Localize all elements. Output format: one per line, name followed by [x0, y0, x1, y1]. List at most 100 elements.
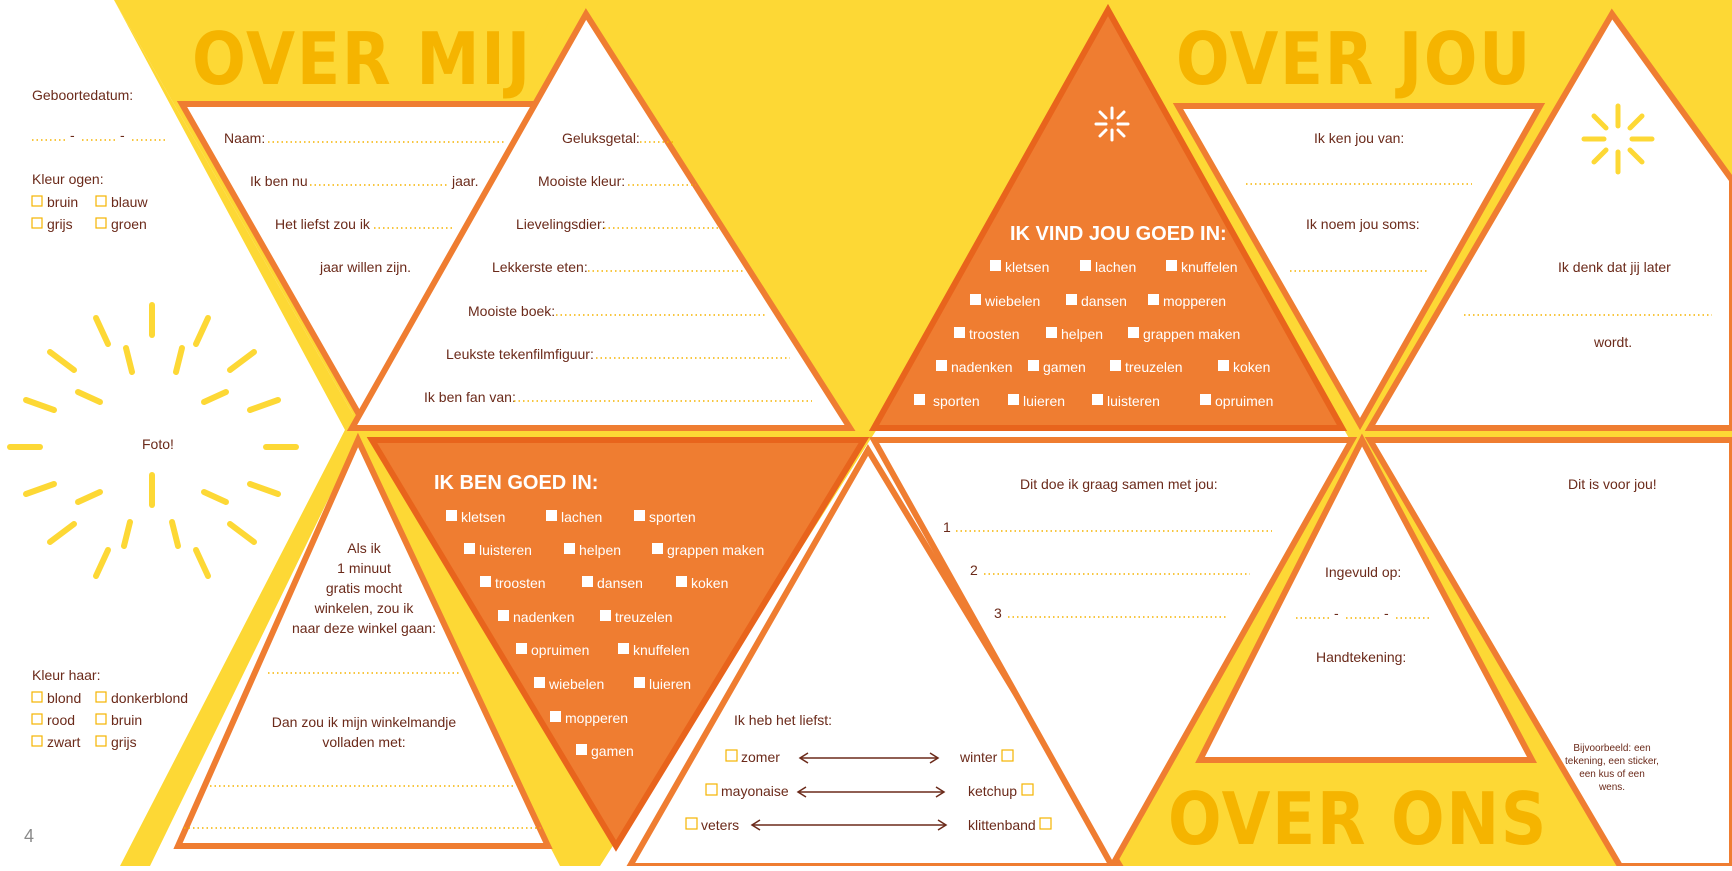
- you-good-at-checkbox[interactable]: [1128, 327, 1139, 338]
- eye-checkbox-groen[interactable]: [95, 217, 107, 229]
- good-at-checkbox[interactable]: [600, 610, 611, 621]
- good-at-checkbox[interactable]: [676, 576, 687, 587]
- good-at-checkbox[interactable]: [534, 677, 545, 688]
- you-good-at-checkbox[interactable]: [914, 394, 925, 405]
- good-at-checkbox[interactable]: [618, 643, 629, 654]
- you-good-at-checkbox[interactable]: [1028, 360, 1039, 371]
- good-at-item: luisteren: [479, 542, 532, 558]
- good-at-checkbox[interactable]: [480, 576, 491, 587]
- good-at-checkbox[interactable]: [498, 610, 509, 621]
- you-good-at-checkbox[interactable]: [1110, 360, 1121, 371]
- you-good-at-checkbox[interactable]: [936, 360, 947, 371]
- shopping-question: Als ik 1 minuut gratis mocht winkelen, z…: [272, 540, 457, 750]
- good-at-checkbox[interactable]: [546, 510, 557, 521]
- you-good-at-item: troosten: [969, 326, 1020, 342]
- you-good-at-item: luieren: [1023, 393, 1065, 409]
- you-good-at-item: kletsen: [1005, 259, 1049, 275]
- you-good-at-checkbox[interactable]: [1046, 327, 1057, 338]
- good-at-item: nadenken: [513, 609, 575, 625]
- favorite-color-label: Mooiste kleur:: [538, 173, 625, 189]
- you-good-at-item: mopperen: [1163, 293, 1226, 309]
- hair-checkbox-rood[interactable]: [31, 713, 43, 725]
- you-good-at-checkbox[interactable]: [1008, 394, 1019, 405]
- good-at-item: luieren: [649, 676, 691, 692]
- eye-option-blauw: blauw: [111, 194, 148, 210]
- you-good-at-checkbox[interactable]: [1200, 394, 1211, 405]
- hair-checkbox-blond[interactable]: [31, 691, 43, 703]
- pref-checkbox-left[interactable]: [725, 749, 738, 762]
- eye-checkbox-grijs[interactable]: [31, 217, 43, 229]
- hair-option-zwart: zwart: [47, 734, 81, 750]
- you-good-at-checkbox[interactable]: [1148, 294, 1159, 305]
- you-good-at-item: grappen maken: [1143, 326, 1240, 342]
- example-line: Bijvoorbeeld: een: [1573, 743, 1650, 754]
- good-at-checkbox[interactable]: [576, 744, 587, 755]
- you-good-at-item: sporten: [933, 393, 980, 409]
- good-at-item: opruimen: [531, 642, 589, 658]
- good-at-item: wiebelen: [548, 676, 604, 692]
- think-later-label: Ik denk dat jij later: [1558, 259, 1671, 275]
- birthdate-label: Geboortedatum:: [32, 87, 133, 103]
- you-good-at-checkbox[interactable]: [1080, 260, 1091, 271]
- pref-checkbox-left[interactable]: [685, 817, 698, 830]
- triangle-signoff: [1195, 433, 1537, 763]
- age-prefix: Ik ben nu: [250, 173, 308, 189]
- hair-option-blond: blond: [47, 690, 81, 706]
- good-at-checkbox[interactable]: [464, 543, 475, 554]
- birthdate-sep-2: -: [120, 127, 125, 143]
- together-number: 3: [994, 605, 1002, 621]
- pref-arrowhead-right: [929, 752, 940, 764]
- pref-checkbox-right[interactable]: [1039, 817, 1052, 830]
- sun-right-icon: [1581, 103, 1655, 175]
- you-good-at-checkbox[interactable]: [1066, 294, 1077, 305]
- hair-checkbox-donkerblond[interactable]: [95, 691, 107, 703]
- prefs-title: Ik heb het liefst:: [734, 712, 832, 728]
- pref-left-option: mayonaise: [721, 783, 789, 799]
- you-good-at-checkbox[interactable]: [970, 294, 981, 305]
- pref-arrowhead-left: [796, 786, 807, 798]
- hair-color-label: Kleur haar:: [32, 667, 100, 683]
- you-good-at-item: knuffelen: [1181, 259, 1238, 275]
- eye-option-groen: groen: [111, 216, 147, 232]
- pref-checkbox-right[interactable]: [1021, 783, 1034, 796]
- good-at-checkbox[interactable]: [564, 543, 575, 554]
- good-at-checkbox[interactable]: [634, 510, 645, 521]
- pref-checkbox-right[interactable]: [1001, 749, 1014, 762]
- wish-prefix: Het liefst zou ik: [275, 216, 371, 232]
- eye-checkbox-bruin[interactable]: [31, 195, 43, 207]
- pref-checkbox-left[interactable]: [705, 783, 718, 796]
- triangle-about-you: [1172, 103, 1546, 431]
- hair-checkbox-grijs[interactable]: [95, 735, 107, 747]
- you-good-at-checkbox[interactable]: [1218, 360, 1229, 371]
- example-note: Bijvoorbeeld: een tekening, een sticker,…: [1565, 743, 1659, 793]
- you-good-at-checkbox[interactable]: [1092, 394, 1103, 405]
- you-good-at-item: lachen: [1095, 259, 1136, 275]
- pref-left-option: zomer: [741, 749, 780, 765]
- you-good-at-checkbox[interactable]: [1166, 260, 1177, 271]
- good-at-checkbox[interactable]: [634, 677, 645, 688]
- hair-checkbox-bruin[interactable]: [95, 713, 107, 725]
- filled-sep-1: -: [1334, 605, 1339, 621]
- you-good-at-checkbox[interactable]: [954, 327, 965, 338]
- hair-checkbox-zwart[interactable]: [31, 735, 43, 747]
- good-at-checkbox[interactable]: [652, 543, 663, 554]
- you-good-at-item: gamen: [1043, 359, 1086, 375]
- good-at-checkbox[interactable]: [516, 643, 527, 654]
- you-good-at-checkbox[interactable]: [990, 260, 1001, 271]
- good-at-checkbox[interactable]: [446, 510, 457, 521]
- good-at-item: troosten: [495, 575, 546, 591]
- together-number: 2: [970, 562, 978, 578]
- pref-arrowhead-left: [798, 752, 809, 764]
- lucky-number-label: Geluksgetal:: [562, 130, 640, 146]
- good-at-item: sporten: [649, 509, 696, 525]
- hair-option-rood: rood: [47, 712, 75, 728]
- heading-over-jou: OVER JOU: [1176, 17, 1532, 101]
- favorite-food-label: Lekkerste eten:: [492, 259, 588, 275]
- you-good-at-checklist: kletsen lachen knuffelen wiebelen dansen…: [914, 259, 1273, 409]
- eye-checkbox-blauw[interactable]: [95, 195, 107, 207]
- good-at-checkbox[interactable]: [582, 576, 593, 587]
- hair-option-bruin: bruin: [111, 712, 142, 728]
- good-at-checkbox[interactable]: [550, 711, 561, 722]
- pref-left-option: veters: [701, 817, 739, 833]
- pref-right-option: winter: [959, 749, 998, 765]
